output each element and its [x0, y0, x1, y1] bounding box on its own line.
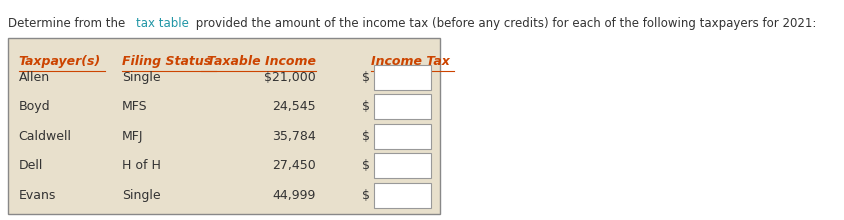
- FancyBboxPatch shape: [8, 38, 440, 214]
- Text: Boyd: Boyd: [19, 100, 51, 113]
- Text: 27,450: 27,450: [272, 159, 316, 172]
- Text: $: $: [362, 189, 371, 202]
- Text: Caldwell: Caldwell: [19, 130, 72, 143]
- Text: $21,000: $21,000: [264, 71, 316, 84]
- Text: 44,999: 44,999: [273, 189, 316, 202]
- Text: Taxable Income: Taxable Income: [207, 55, 316, 68]
- Text: 24,545: 24,545: [272, 100, 316, 113]
- Text: Taxpayer(s): Taxpayer(s): [19, 55, 101, 68]
- FancyBboxPatch shape: [374, 124, 431, 149]
- Text: MFJ: MFJ: [122, 130, 143, 143]
- Text: $: $: [362, 71, 371, 84]
- Text: Income Tax: Income Tax: [371, 55, 450, 68]
- FancyBboxPatch shape: [374, 153, 431, 178]
- Text: $: $: [362, 100, 371, 113]
- FancyBboxPatch shape: [374, 65, 431, 90]
- Text: Determine from the: Determine from the: [8, 16, 129, 30]
- Text: MFS: MFS: [122, 100, 148, 113]
- Text: Filing Status: Filing Status: [122, 55, 212, 68]
- FancyBboxPatch shape: [374, 94, 431, 119]
- Text: provided the amount of the income tax (before any credits) for each of the follo: provided the amount of the income tax (b…: [192, 16, 816, 30]
- Text: H of H: H of H: [122, 159, 161, 172]
- Text: Single: Single: [122, 71, 161, 84]
- Text: 35,784: 35,784: [272, 130, 316, 143]
- Text: tax table: tax table: [136, 16, 189, 30]
- Text: Dell: Dell: [19, 159, 43, 172]
- Text: $: $: [362, 130, 371, 143]
- Text: Evans: Evans: [19, 189, 56, 202]
- Text: $: $: [362, 159, 371, 172]
- Text: Allen: Allen: [19, 71, 50, 84]
- FancyBboxPatch shape: [374, 183, 431, 208]
- Text: Single: Single: [122, 189, 161, 202]
